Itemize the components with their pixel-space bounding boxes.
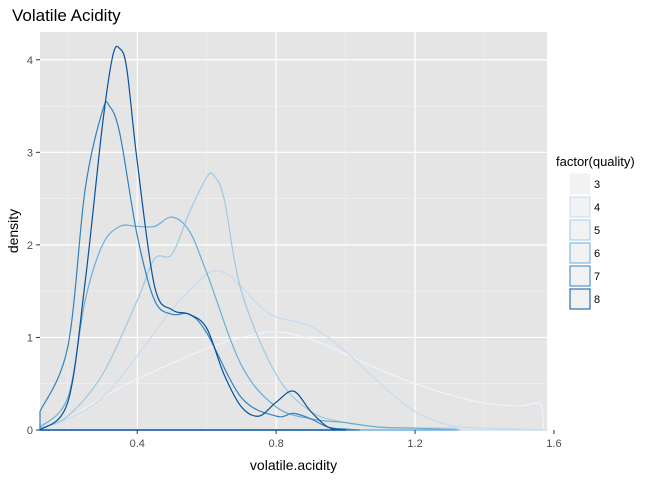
density-curve-quality-8 [39,45,347,431]
x-tick-label: 1.2 [407,438,422,450]
x-axis: 0.4 0.8 1.2 1.6 [130,430,562,450]
y-axis: 0 1 2 3 4 [27,55,40,437]
legend-key-6 [569,242,591,264]
legend-label-3: 3 [594,179,600,191]
legend-label-8: 8 [594,294,600,306]
legend-key-5 [569,219,591,241]
y-tick-label: 4 [27,55,33,67]
legend-label-7: 7 [594,271,600,283]
density-curve-quality-3 [39,331,545,431]
density-curve-quality-6 [39,216,458,431]
x-tick-label: 1.6 [546,438,561,450]
y-tick-label: 0 [27,425,33,437]
y-tick-label: 1 [27,332,33,344]
plot-panel [40,32,547,430]
y-axis-title: density [5,209,21,253]
density-curve-quality-7 [39,101,361,431]
legend-key-4 [569,196,591,218]
legend-label-6: 6 [594,248,600,260]
density-curves [39,45,548,431]
legend-label-4: 4 [594,202,600,214]
legend-title: factor(quality) [556,154,635,169]
y-tick-label: 2 [27,240,33,252]
x-tick-label: 0.8 [268,438,283,450]
legend-key-7 [569,265,591,287]
legend: factor(quality) 3 4 5 6 7 8 [556,154,635,310]
chart-title: Volatile Acidity [12,6,121,25]
y-tick-label: 3 [27,147,33,159]
legend-key-8 [569,288,591,310]
legend-label-5: 5 [594,225,600,237]
x-axis-title: volatile.acidity [250,457,337,473]
x-tick-label: 0.4 [130,438,145,450]
density-curve-quality-4 [39,269,548,431]
legend-key-3 [569,173,591,195]
